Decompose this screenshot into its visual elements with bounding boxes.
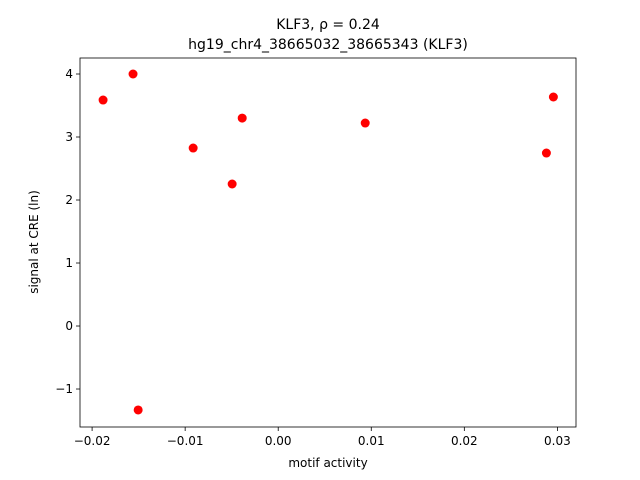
x-tick-label: −0.01 [167, 434, 204, 448]
scatter-point [548, 92, 558, 102]
chart-subtitle: hg19_chr4_38665032_38665343 (KLF3) [188, 37, 468, 53]
x-tick-label: 0.03 [544, 434, 571, 448]
scatter-point [541, 148, 551, 158]
x-tick-label: 0.00 [265, 434, 292, 448]
y-tick-label: 1 [65, 256, 73, 270]
scatter-point [128, 69, 138, 79]
y-tick-label: 0 [65, 319, 73, 333]
plot-frame [79, 57, 577, 428]
x-tick-label: 0.02 [451, 434, 478, 448]
y-axis-label: signal at CRE (ln) [27, 190, 41, 294]
x-tick-label: 0.01 [358, 434, 385, 448]
y-tick-label: −1 [55, 382, 73, 396]
scatter-point [188, 143, 198, 153]
x-tick-label: −0.02 [74, 434, 111, 448]
chart-title: KLF3, ρ = 0.24 [276, 17, 380, 33]
scatter-point [227, 179, 237, 189]
y-tick-label: 3 [65, 130, 73, 144]
y-tick-label: 4 [65, 67, 73, 81]
scatter-point [360, 118, 370, 128]
y-tick-label: 2 [65, 193, 73, 207]
scatter-point [98, 95, 108, 105]
scatter-point [237, 113, 247, 123]
scatter-point [133, 405, 143, 415]
x-axis-label: motif activity [288, 456, 367, 470]
